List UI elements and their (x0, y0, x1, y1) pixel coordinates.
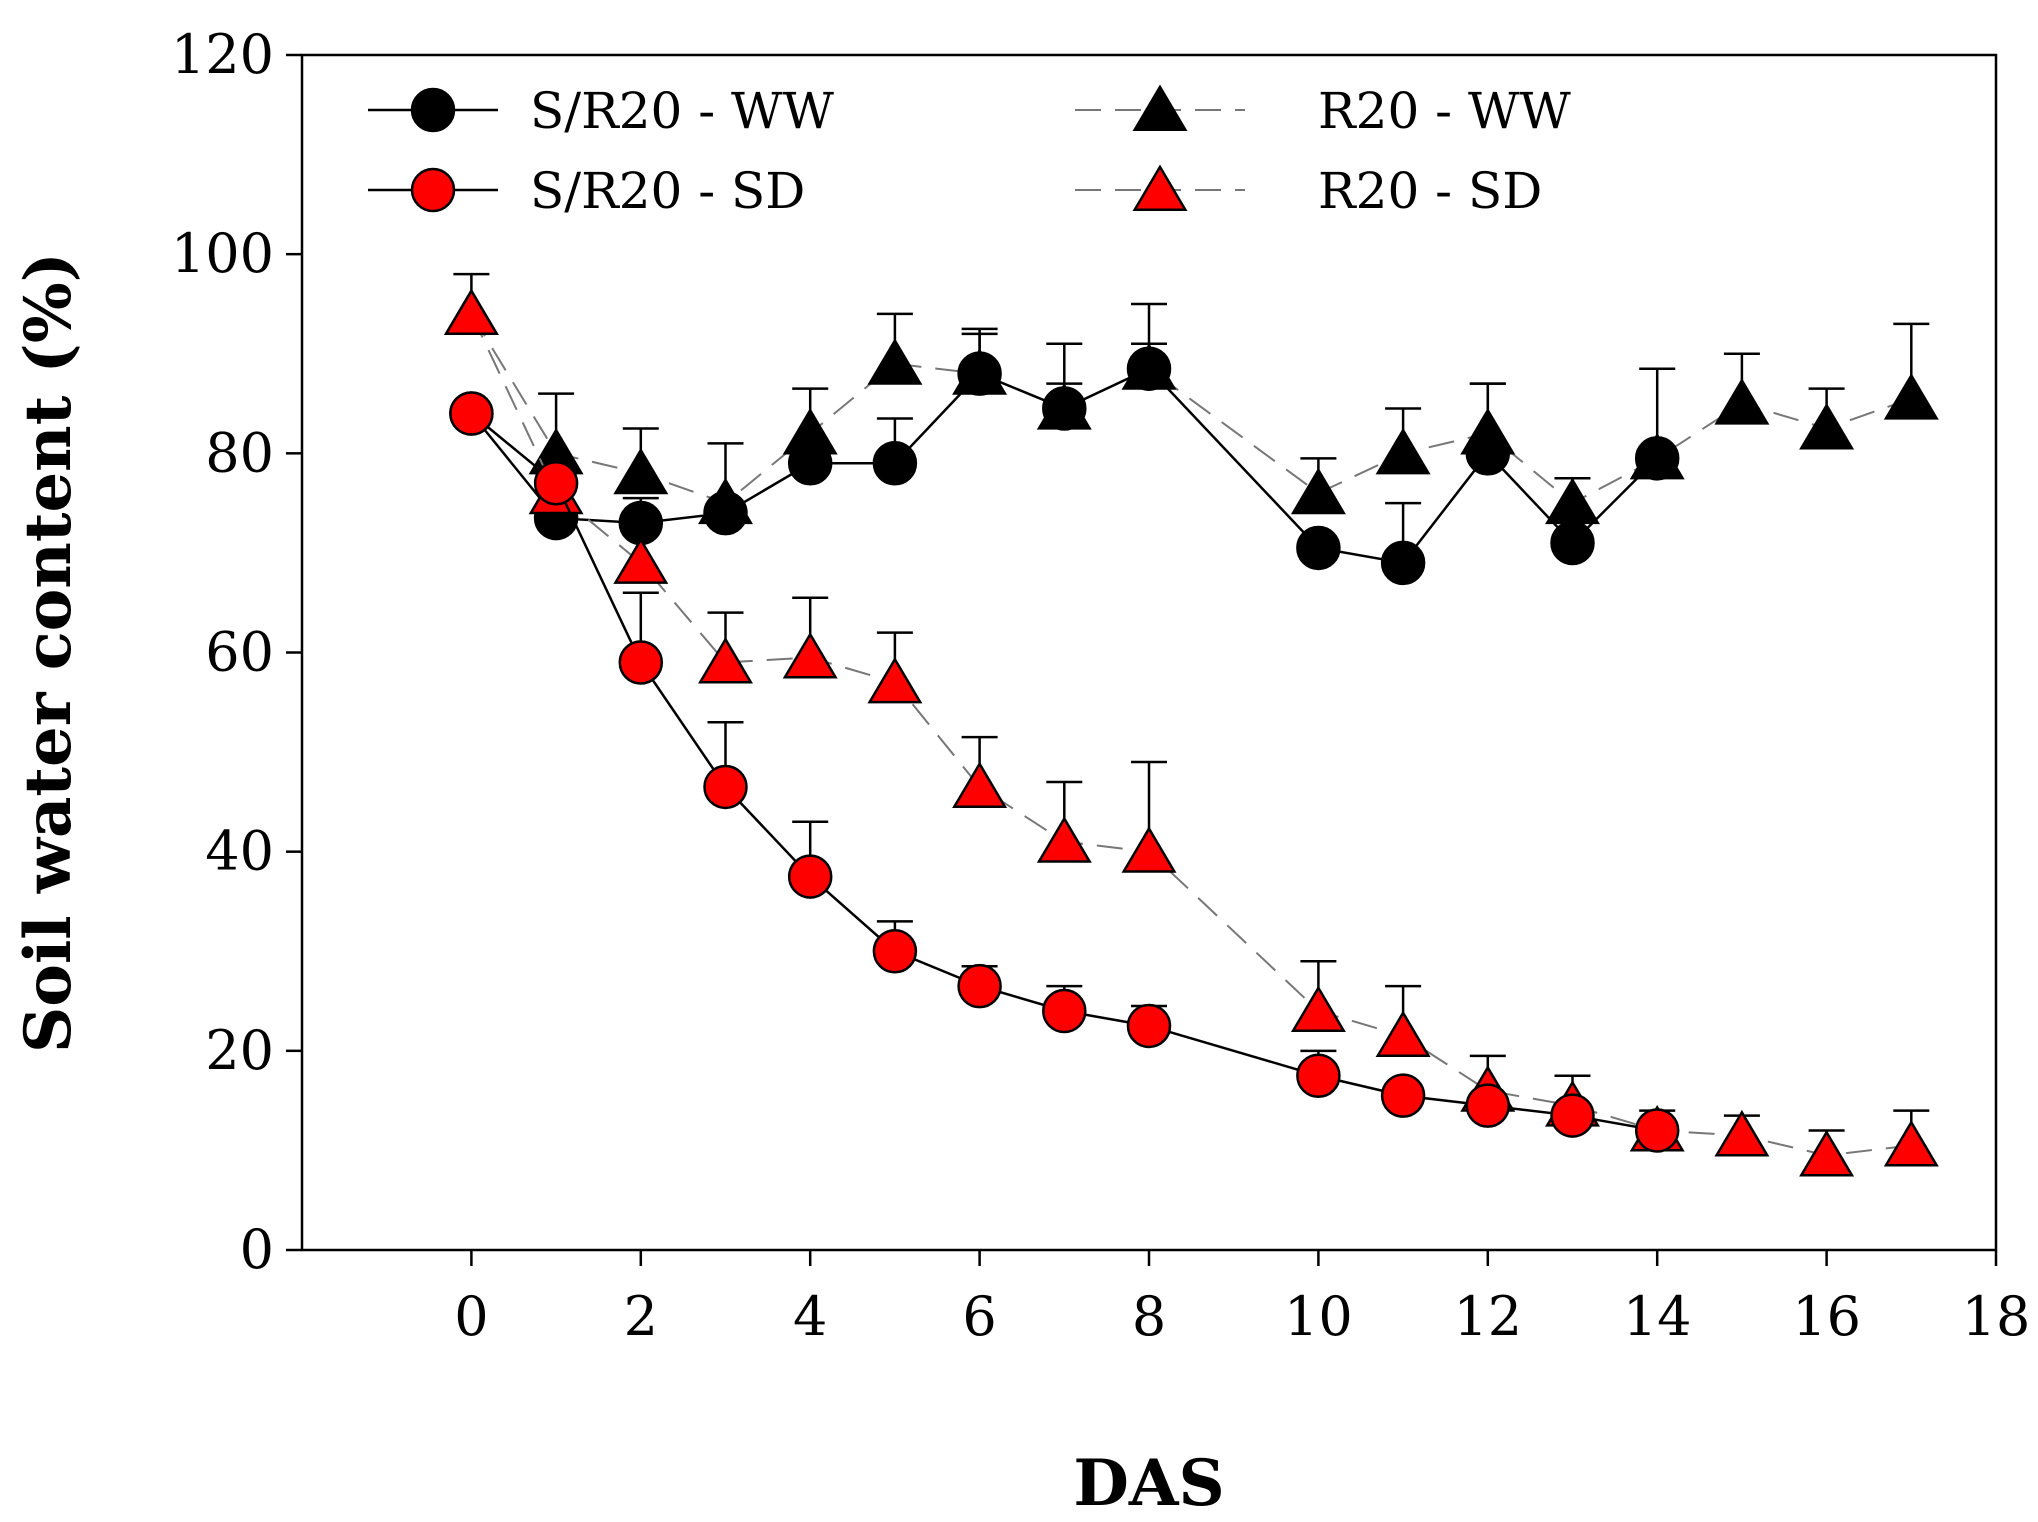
legend-entry: S/R20 - WW (368, 82, 834, 140)
point-circle (618, 640, 664, 685)
point-circle (1634, 436, 1680, 481)
point-circle (703, 490, 748, 536)
point-triangle (867, 656, 923, 704)
x-axis-title: DAS (1073, 1446, 1224, 1521)
point-triangle (1375, 427, 1431, 475)
point-circle (872, 929, 918, 974)
x-tick-label: 12 (1453, 1285, 1522, 1348)
point-circle (1634, 1108, 1680, 1153)
legend: S/R20 - WW S/R20 - SD R20 - WW R20 - SD (368, 82, 1571, 220)
y-tick-label: 100 (171, 222, 274, 285)
point-triangle (613, 537, 669, 584)
point-triangle (443, 288, 499, 335)
point-triangle (867, 338, 923, 385)
x-tick-label: 10 (1284, 1285, 1353, 1348)
x-tick-label: 2 (624, 1285, 658, 1348)
series-0 (449, 327, 1680, 586)
y-tick-label: 40 (205, 820, 274, 883)
point-triangle (613, 447, 669, 495)
point-circle (1296, 525, 1341, 571)
y-tick-label: 60 (205, 621, 274, 684)
point-circle (533, 460, 579, 506)
point-triangle (1132, 84, 1188, 132)
point-triangle (1883, 373, 1939, 420)
point-circle (1550, 520, 1595, 566)
point-triangle (1714, 377, 1770, 425)
point-triangle (1714, 1109, 1770, 1157)
x-tick-label: 14 (1623, 1285, 1692, 1348)
legend-label: R20 - SD (1318, 162, 1542, 220)
point-circle (1380, 1073, 1426, 1118)
legend-entry: R20 - SD (1075, 162, 1542, 220)
x-tick-label: 4 (793, 1285, 827, 1348)
x-tick-label: 18 (1962, 1285, 2031, 1348)
x-tick-label: 16 (1792, 1285, 1861, 1348)
point-triangle (1290, 985, 1346, 1033)
point-circle (1126, 346, 1172, 391)
point-circle (1465, 1083, 1511, 1128)
legend-entry: R20 - WW (1075, 82, 1571, 140)
point-circle (1042, 988, 1087, 1034)
point-circle (410, 87, 456, 133)
y-tick-label: 20 (205, 1019, 274, 1082)
point-triangle (1132, 164, 1188, 212)
point-circle (1380, 540, 1426, 586)
axes: 0 20 40 60 80 100 120 0 2 4 6 8 10 12 14 16 18 (171, 23, 2030, 1348)
y-axis-title: Soil water content (%) (11, 252, 86, 1053)
point-circle (787, 854, 833, 899)
point-circle (410, 167, 456, 213)
legend-label: S/R20 - SD (530, 162, 805, 220)
point-circle (1296, 1053, 1341, 1098)
y-tick-label: 80 (205, 421, 274, 484)
series-2 (449, 391, 1680, 1153)
x-tick-label: 8 (1132, 1285, 1166, 1348)
y-tick-label: 0 (240, 1218, 274, 1281)
point-circle (872, 441, 918, 486)
point-triangle (1799, 402, 1855, 450)
point-circle (957, 351, 1002, 396)
legend-label: S/R20 - WW (530, 82, 834, 140)
point-triangle (1375, 1010, 1431, 1057)
point-triangle (698, 636, 753, 684)
point-triangle (1121, 826, 1177, 873)
plot-area (443, 272, 1939, 1177)
point-circle (1042, 386, 1087, 431)
point-triangle (1036, 816, 1092, 863)
point-triangle (782, 631, 838, 679)
point-triangle (1290, 467, 1346, 515)
point-triangle (1883, 1119, 1939, 1167)
point-circle (787, 441, 833, 486)
point-circle (449, 391, 494, 436)
point-triangle (952, 761, 1008, 808)
point-circle (957, 963, 1002, 1009)
point-triangle (1799, 1129, 1855, 1177)
point-circle (703, 764, 748, 810)
legend-label: R20 - WW (1318, 82, 1571, 140)
point-circle (1550, 1093, 1595, 1138)
x-tick-label: 0 (454, 1285, 488, 1348)
point-circle (1465, 431, 1511, 476)
series-line (470, 313, 1912, 505)
legend-entry: S/R20 - SD (368, 162, 805, 220)
y-tick-label: 120 (171, 23, 274, 86)
point-circle (1126, 1003, 1172, 1049)
x-tick-label: 6 (962, 1285, 996, 1348)
